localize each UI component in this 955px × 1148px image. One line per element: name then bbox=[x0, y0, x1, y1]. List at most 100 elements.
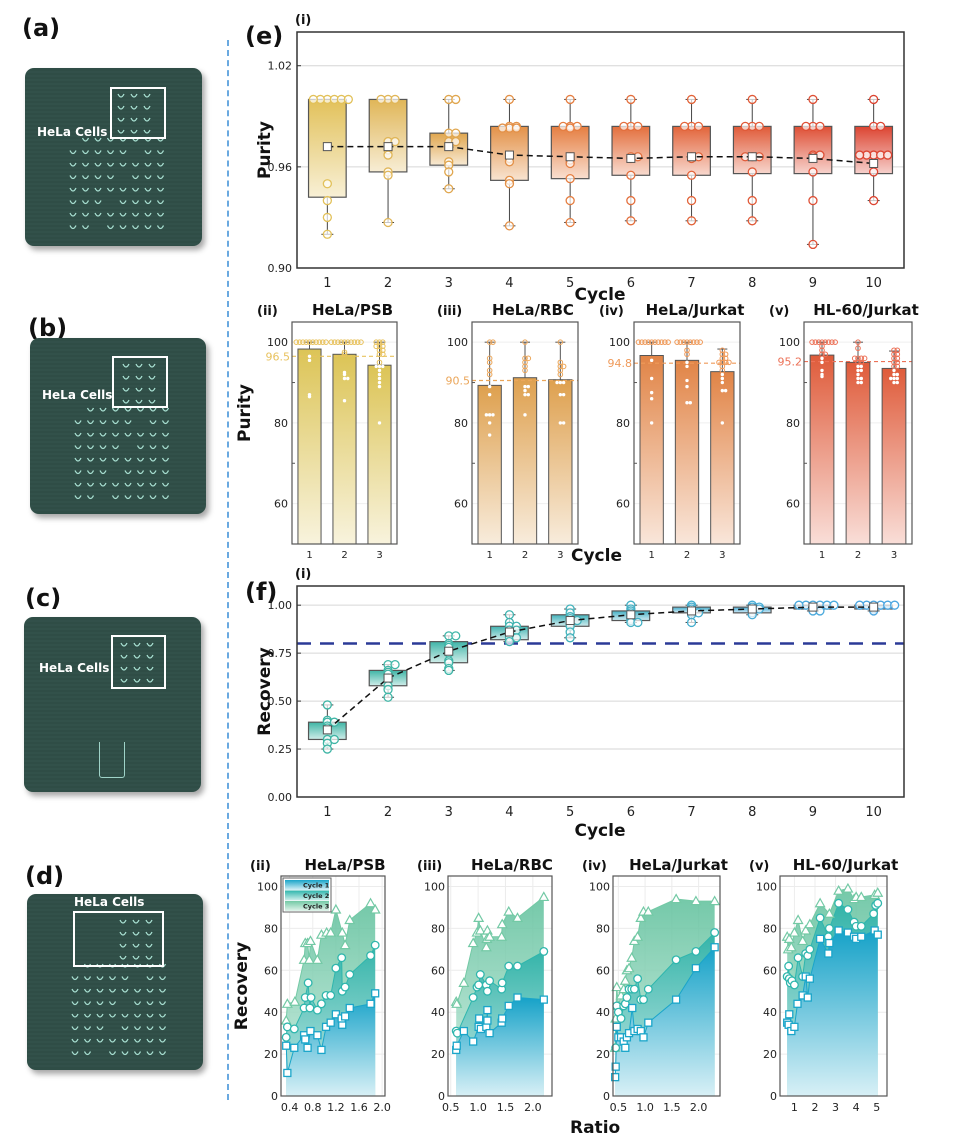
data-point bbox=[504, 221, 515, 231]
data-point-square bbox=[793, 999, 802, 1008]
trapped-cell-marker bbox=[111, 407, 120, 412]
data-point bbox=[522, 367, 528, 374]
y-tick-label: 100 bbox=[447, 336, 468, 349]
trapped-cell-marker bbox=[69, 187, 77, 192]
data-point bbox=[303, 339, 310, 345]
data-point bbox=[658, 339, 665, 345]
data-point-triangle bbox=[339, 939, 351, 950]
trapped-cell-marker bbox=[99, 470, 107, 475]
trapped-cell-marker bbox=[149, 457, 157, 462]
hela-cells-label-c: HeLa Cells bbox=[39, 661, 110, 675]
data-point bbox=[679, 121, 690, 132]
plot-frame bbox=[280, 875, 386, 1097]
chart-title: HeLa/RBC bbox=[471, 856, 553, 874]
trapped-cell-marker bbox=[99, 407, 107, 412]
data-point bbox=[308, 94, 319, 105]
data-point bbox=[307, 394, 312, 399]
legend-swatch bbox=[285, 890, 329, 901]
hela-cell-marker bbox=[119, 919, 127, 924]
y-tick-label: 60 bbox=[763, 964, 777, 977]
hela-cell-marker bbox=[122, 399, 130, 404]
sublabel: (ii) bbox=[257, 304, 278, 319]
data-point-square bbox=[504, 1001, 513, 1011]
data-point-square bbox=[345, 1003, 354, 1013]
x-tick-label: 1.0 bbox=[636, 1101, 654, 1114]
trapped-cell-marker bbox=[156, 200, 165, 205]
data-point-triangle bbox=[474, 924, 486, 935]
data-point bbox=[626, 195, 636, 206]
trapped-cell-marker bbox=[99, 432, 107, 437]
hela-cell-marker bbox=[148, 363, 156, 368]
data-point bbox=[338, 339, 345, 345]
data-point-circle bbox=[303, 978, 313, 988]
data-point bbox=[820, 360, 824, 365]
trapped-cell-marker bbox=[86, 482, 95, 487]
data-point bbox=[373, 339, 380, 345]
data-point-square bbox=[371, 989, 380, 998]
hela-cell-marker bbox=[130, 129, 138, 134]
trapped-cell-marker bbox=[119, 187, 127, 192]
hela-cells-label-d: HeLa Cells bbox=[74, 895, 145, 909]
data-point bbox=[685, 384, 689, 389]
hela-cell-marker bbox=[146, 642, 154, 647]
data-point bbox=[855, 150, 865, 160]
data-point bbox=[894, 363, 901, 370]
data-point bbox=[649, 358, 654, 363]
data-point-triangle bbox=[484, 931, 496, 941]
mean-marker bbox=[322, 142, 332, 152]
trapped-cell-marker bbox=[144, 150, 152, 155]
trapped-cell-marker bbox=[86, 432, 95, 437]
data-point-square bbox=[452, 1041, 461, 1050]
x-tick-label: 1.5 bbox=[663, 1101, 681, 1114]
bar bbox=[710, 371, 735, 545]
data-point-circle bbox=[474, 980, 484, 990]
data-point bbox=[557, 339, 564, 345]
data-point bbox=[858, 355, 865, 362]
data-point bbox=[557, 363, 564, 370]
y-tick-label: 20 bbox=[264, 1048, 278, 1061]
y-tick-label: 1.02 bbox=[268, 60, 293, 73]
sublabel: (i) bbox=[295, 567, 311, 582]
box bbox=[368, 98, 408, 173]
trapped-cell-marker bbox=[146, 1051, 154, 1056]
data-point bbox=[526, 392, 530, 397]
data-point-square bbox=[805, 974, 814, 983]
box bbox=[793, 125, 833, 175]
data-point-circle bbox=[306, 993, 316, 1002]
hela-cell-marker bbox=[135, 375, 143, 380]
data-point bbox=[648, 339, 655, 345]
data-point bbox=[869, 94, 879, 105]
data-point bbox=[822, 339, 829, 345]
sublabel: (v) bbox=[749, 859, 769, 874]
bar bbox=[809, 354, 835, 545]
data-point bbox=[626, 94, 636, 105]
data-point bbox=[856, 380, 860, 385]
trapped-cell-marker bbox=[133, 1038, 142, 1043]
y-tick-label: 80 bbox=[274, 417, 288, 430]
box bbox=[732, 125, 772, 175]
chart-e_v: 60 80 100 95.2 1 2 3 HL-60/Jurkat (v) bbox=[769, 301, 919, 561]
plot-frame bbox=[803, 321, 913, 545]
x-tick-label: 1.0 bbox=[469, 1101, 487, 1114]
hela-cells-label-b: HeLa Cells bbox=[42, 388, 113, 402]
y-tick-label: 100 bbox=[589, 880, 610, 893]
trapped-cell-marker bbox=[74, 482, 82, 487]
data-point bbox=[565, 94, 575, 105]
hela-cell-marker bbox=[143, 129, 151, 134]
data-point bbox=[819, 343, 825, 350]
data-point-square bbox=[539, 995, 548, 1004]
mean-marker bbox=[444, 142, 454, 152]
trapped-cell-marker bbox=[69, 162, 77, 167]
data-point-circle bbox=[305, 1003, 315, 1013]
data-point-square bbox=[366, 999, 375, 1008]
data-point bbox=[686, 617, 697, 628]
data-point bbox=[341, 351, 348, 358]
hela-cell-marker bbox=[130, 117, 138, 122]
trapped-cell-marker bbox=[131, 200, 140, 205]
data-point bbox=[892, 372, 896, 377]
chip-photo-a: HeLa Cells bbox=[25, 68, 202, 246]
data-point-circle bbox=[316, 999, 326, 1009]
data-point-square bbox=[483, 1016, 492, 1025]
data-point bbox=[856, 364, 860, 369]
x-tick-label: 2 bbox=[811, 1101, 818, 1114]
